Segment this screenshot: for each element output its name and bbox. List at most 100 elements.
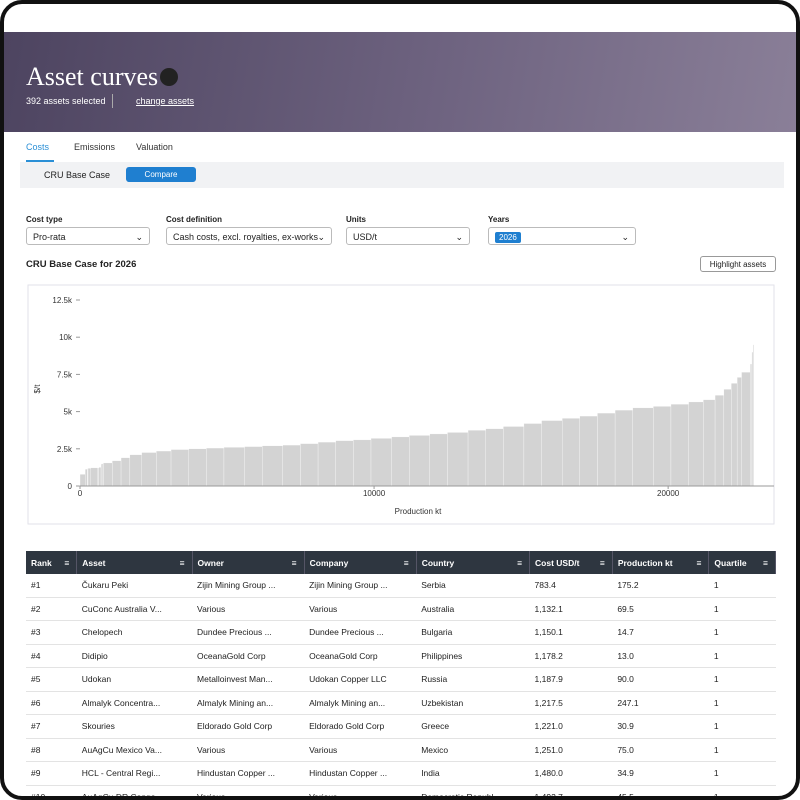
table-cell: Eldorado Gold Corp	[192, 714, 305, 739]
column-header[interactable]: Country ≡	[416, 551, 531, 574]
column-name: Rank	[31, 557, 52, 568]
highlight-button[interactable]: Highlight assets	[700, 256, 776, 272]
table-cell: Mexico	[416, 738, 530, 762]
selected-count: 392 assets selected	[26, 96, 106, 106]
table-cell: Zijin Mining Group ...	[304, 574, 417, 598]
bar	[353, 439, 372, 487]
table-cell: Bulgaria	[416, 620, 530, 645]
table-cell: 1	[708, 714, 776, 739]
column-header[interactable]: Company ≡	[304, 551, 417, 574]
table-cell: 69.5	[612, 597, 709, 621]
table-cell: 1,178.2	[529, 644, 613, 668]
table-cell: 1,251.0	[529, 738, 613, 762]
table-cell: Various	[304, 785, 417, 796]
filter-label: Cost definition	[166, 215, 222, 224]
y-tick-label: 10k	[59, 333, 73, 342]
table-cell: 13.0	[612, 644, 709, 668]
chart-title: CRU Base Case for 2026	[26, 259, 137, 270]
bar	[750, 363, 752, 487]
table-cell: Čukaru Peki	[76, 574, 193, 598]
bar	[714, 395, 725, 487]
scenario[interactable]: CRU Base Case	[44, 170, 111, 180]
column-name: Owner	[197, 557, 224, 568]
table-cell: Serbia	[416, 574, 530, 598]
change-assets[interactable]: change assets	[136, 96, 195, 106]
chart: Production kt $/t 0 2.5k 5k 7.5k 10k 12.5k 0 10…	[27, 284, 775, 525]
table-cell: Chelopech	[76, 620, 193, 645]
bar	[670, 404, 689, 487]
filter-select[interactable]: Cash costs, excl. royalties, ex-works ⌄	[166, 227, 332, 245]
x-tick-label: 0	[78, 489, 83, 498]
table-cell: Various	[192, 738, 305, 762]
table-row: #9 HCL - Central Regi... Hindustan Copper …	[26, 761, 776, 786]
filter-select[interactable]: USD/t ⌄	[346, 227, 470, 245]
table-cell: Russia	[416, 667, 530, 692]
table-cell: 1,132.1	[529, 597, 613, 621]
toolbar: CRU Base Case Compare	[20, 162, 784, 188]
filter-select[interactable]: 2026 ⌄	[488, 227, 636, 245]
table-cell: 1,187.9	[529, 667, 613, 692]
filter-icon: ≡	[599, 557, 605, 568]
column-header[interactable]: Rank ≡	[26, 551, 78, 574]
bar	[156, 450, 172, 487]
y-axis-label: $/t	[33, 384, 42, 394]
compare-button[interactable]: Compare	[126, 167, 196, 182]
download-icon[interactable]	[160, 68, 178, 86]
table-cell: #2	[26, 597, 77, 621]
table-cell: 1	[708, 785, 776, 796]
table-cell: #8	[26, 738, 77, 762]
column-name: Production kt	[617, 557, 673, 568]
bar	[90, 467, 99, 487]
bar	[141, 452, 157, 487]
filter-icon: ≡	[763, 557, 768, 568]
column-name: Asset	[82, 557, 106, 568]
table-cell: 30.9	[612, 714, 709, 739]
bar	[244, 446, 263, 487]
filter-value: USD/t	[353, 232, 378, 242]
y-tick-label: 12.5k	[52, 296, 73, 305]
tab[interactable]: Emissions	[74, 142, 116, 152]
header: Asset curves 392 assets selected change …	[4, 32, 796, 132]
column-header[interactable]: Cost USD/t ≡	[529, 551, 613, 574]
x-tick-label: 10000	[363, 489, 386, 498]
column-header[interactable]: Production kt ≡	[612, 551, 710, 574]
filter-label: Units	[346, 215, 366, 224]
chevron: ⌄	[135, 232, 143, 242]
table-cell: #9	[26, 761, 77, 786]
table-row: #10 AuAgCu DR Congo... Various Various Democ…	[26, 785, 776, 796]
bar	[561, 418, 580, 487]
bar	[723, 389, 732, 487]
table-cell: Dundee Precious ...	[304, 620, 417, 645]
table-cell: Various	[304, 738, 417, 762]
tab[interactable]: Valuation	[136, 142, 173, 152]
table-cell: Almalyk Mining an...	[192, 691, 305, 715]
table-cell: Zijin Mining Group ...	[192, 574, 305, 598]
column-header[interactable]: Quartile ≡	[708, 551, 776, 574]
bar	[541, 420, 563, 487]
table-cell: Udokan Copper LLC	[304, 667, 417, 692]
table-cell: 783.4	[529, 574, 613, 598]
column-header[interactable]: Asset ≡	[76, 551, 193, 574]
bar	[409, 435, 430, 487]
table-cell: 1,492.7	[529, 785, 613, 796]
filter-icon: ≡	[291, 557, 297, 568]
table-cell: 1	[708, 574, 776, 598]
filter-select[interactable]: Pro-rata ⌄	[26, 227, 150, 245]
bar	[741, 372, 751, 487]
bar	[485, 428, 504, 487]
column-name: Cost USD/t	[535, 557, 580, 568]
table-cell: CuConc Australia V...	[76, 597, 193, 621]
tab[interactable]: Costs	[26, 142, 50, 152]
table-cell: Metalloinvest Man...	[192, 667, 305, 692]
column-header[interactable]: Owner ≡	[192, 551, 305, 574]
divider	[112, 94, 113, 108]
table-cell: Philippines	[416, 644, 530, 668]
table-cell: #3	[26, 620, 77, 645]
bar	[579, 415, 598, 487]
bar	[300, 443, 319, 487]
table-cell: Almalyk Concentra...	[76, 691, 193, 715]
bar	[688, 401, 704, 487]
bar	[206, 447, 225, 487]
table-cell: Australia	[416, 597, 530, 621]
